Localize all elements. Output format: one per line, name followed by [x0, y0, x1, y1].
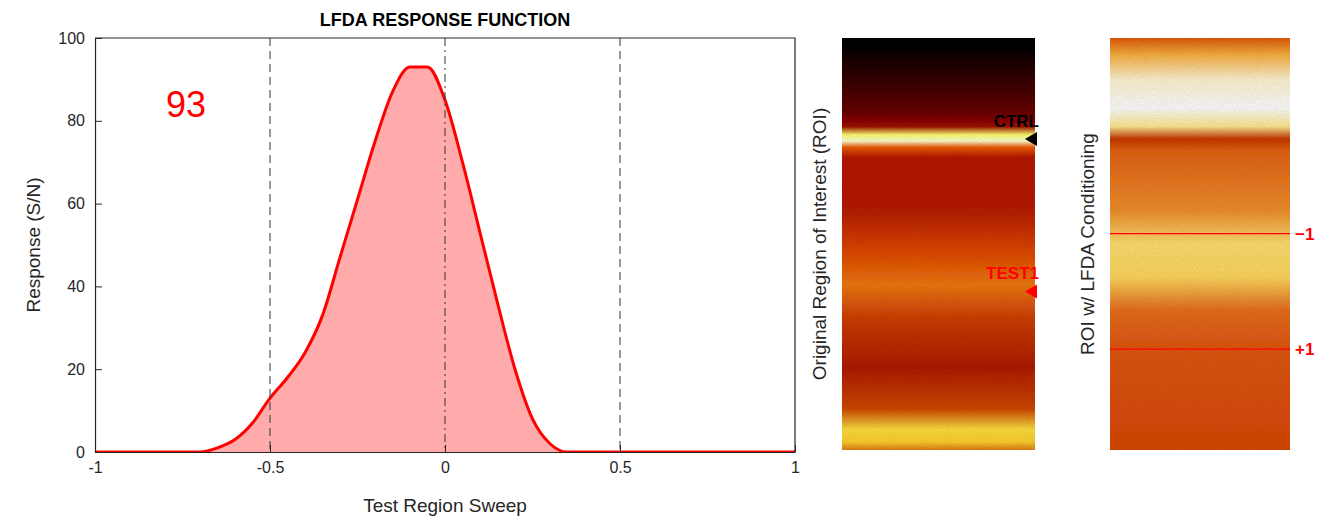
- chart-title: LFDA RESPONSE FUNCTION: [320, 10, 570, 30]
- plot-frame: [95, 38, 795, 452]
- tick-label: 0: [76, 444, 85, 461]
- tick-mark: [620, 445, 621, 452]
- tick: 0.5: [609, 445, 631, 476]
- plot-marks: [95, 38, 795, 452]
- tick: 60: [67, 195, 102, 212]
- tick-mark: [95, 204, 102, 205]
- tick-label: -0.5: [257, 459, 285, 476]
- tick-mark: [95, 452, 102, 453]
- roi-marker-label: TEST1: [986, 264, 1039, 283]
- tick-mark: [95, 121, 102, 122]
- y-axis: 0 20 40 60 80 100: [58, 30, 102, 461]
- roi-marker-label: CTRL: [994, 112, 1039, 131]
- tick-label: 1: [791, 459, 800, 476]
- reference-line: [445, 38, 446, 452]
- peak-annotation: 93: [166, 84, 206, 125]
- tick: 20: [67, 361, 102, 378]
- image-title: Original Region of Interest (ROI): [809, 108, 830, 380]
- x-axis-title: Test Region Sweep: [363, 495, 527, 516]
- reference-line: [270, 38, 271, 452]
- tick: 0: [441, 445, 450, 476]
- tick-label: 40: [67, 278, 85, 295]
- tick: -0.5: [257, 445, 285, 476]
- tick-label: 100: [58, 30, 85, 47]
- tick: 0: [76, 444, 102, 461]
- axis-line: [95, 39, 96, 453]
- roi-boundary-line: [1110, 348, 1290, 349]
- tick-mark: [95, 369, 102, 370]
- roi-marker: [1025, 284, 1037, 298]
- x-axis: -1 -0.5 0 0.5 1: [88, 445, 800, 476]
- tick-label: 0.5: [609, 459, 631, 476]
- tick-label: 60: [67, 195, 85, 212]
- plot-background: [95, 38, 795, 452]
- tick-label: -1: [88, 459, 102, 476]
- axis-line: [96, 452, 796, 453]
- roi-boundary-label: −1: [1295, 225, 1314, 244]
- roi-image: [842, 38, 1035, 450]
- y-axis-title: Response (S/N): [23, 177, 44, 312]
- image-title: ROI w/ LFDA Conditioning: [1077, 133, 1098, 355]
- tick-label: 0: [441, 459, 450, 476]
- roi-boundary-line: [1110, 233, 1290, 234]
- tick-label: 80: [67, 112, 85, 129]
- canvas: -1 -0.5 0 0.5 1 0 20 40 60 80 100 LFDA RESPONSE FUN…: [0, 0, 1320, 527]
- roi-marker: [1025, 132, 1037, 146]
- tick-label: 20: [67, 361, 85, 378]
- tick: 40: [67, 278, 102, 295]
- tick: 80: [67, 112, 102, 129]
- roi-image: [1110, 38, 1290, 450]
- tick-mark: [445, 445, 446, 452]
- reference-line: [620, 38, 621, 452]
- tick-mark: [95, 286, 102, 287]
- tick-mark: [270, 445, 271, 452]
- roi-boundary-label: +1: [1295, 340, 1314, 359]
